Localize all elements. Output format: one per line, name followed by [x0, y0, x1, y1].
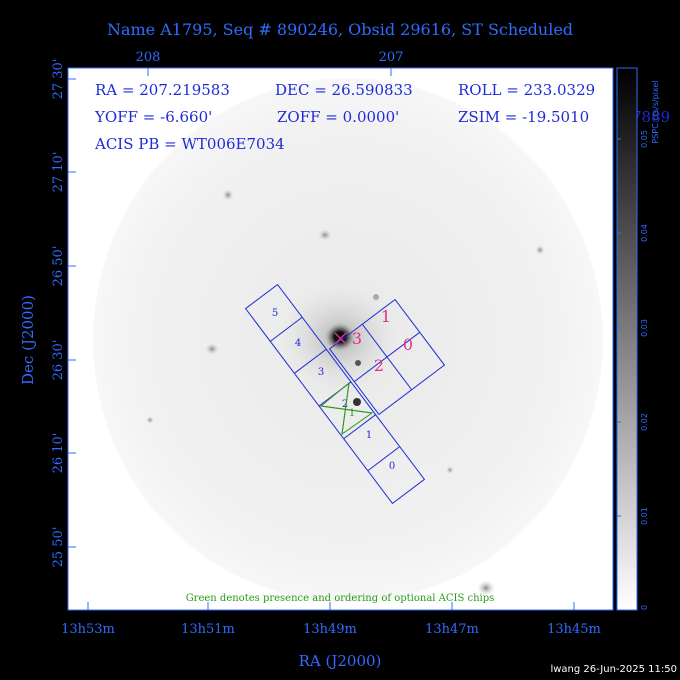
info-dec: DEC = 26.590833 [275, 81, 413, 99]
colorbar-ticks [617, 138, 621, 611]
acis-i-array [328, 298, 446, 416]
colorbar-tick-label: 0.03 [640, 319, 649, 337]
optional-chip-label: 1 [349, 408, 355, 419]
colorbar-tick-label: 0.02 [640, 413, 649, 431]
chip-label-i2: 2 [374, 356, 384, 375]
x-axis-label: RA (J2000) [299, 652, 382, 670]
plot-frame [67, 67, 614, 611]
chip-label-s2: 2 [342, 399, 348, 410]
optional-chip-marker [319, 381, 374, 436]
x-tick-label: 13h49m [303, 622, 357, 637]
top-tick-label: 208 [136, 50, 161, 65]
colorbar-tick-label: 0.01 [640, 507, 649, 525]
colorbar [617, 68, 637, 610]
point-source [318, 229, 332, 241]
point-source [205, 343, 219, 355]
info-zsim: ZSIM = -19.5010 [458, 108, 589, 126]
y-tick-label: 26 30' [51, 340, 66, 381]
x-tick-label: 13h47m [425, 622, 479, 637]
y-axis-label: Dec (J2000) [19, 295, 37, 385]
colorbar-tick-label: 0.04 [640, 224, 649, 242]
info-zsim-overflow: 7889 [632, 108, 670, 126]
point-source [477, 580, 495, 596]
chip-label-s0: 0 [389, 461, 395, 472]
info-ra: RA = 207.219583 [95, 81, 230, 99]
y-tick-label: 25 50' [51, 527, 66, 568]
chip-label-i3: 3 [352, 329, 362, 348]
info-acis-pb: ACIS PB = WT006E7034 [94, 135, 285, 153]
colorbar-frame [616, 67, 638, 611]
point-source [446, 466, 454, 474]
aimpoint-marker [334, 332, 347, 345]
chip-label-s3: 3 [318, 367, 324, 378]
x-tick-label: 13h53m [61, 622, 115, 637]
colorbar-tick-label: 0.05 [640, 130, 649, 148]
x-tick-label: 13h51m [181, 622, 235, 637]
optional-chip-note: Green denotes presence and ordering of o… [186, 593, 495, 604]
plot-title: Name A1795, Seq # 890246, Obsid 29616, S… [107, 20, 573, 39]
top-tick-label: 207 [379, 50, 404, 65]
point-source [222, 189, 234, 201]
point-source [535, 245, 545, 255]
footer-stamp: lwang 26-Jun-2025 11:50 [550, 664, 677, 675]
chip-label-s1: 1 [366, 430, 372, 441]
y-tick-label: 27 10' [51, 152, 66, 193]
point-source [355, 360, 361, 366]
info-zoff: ZOFF = 0.0000' [277, 108, 399, 126]
chip-label-i0: 1 [381, 307, 391, 326]
chip-label-i1: 0 [403, 335, 413, 354]
info-yoff: YOFF = -6.660' [94, 108, 212, 126]
point-source [373, 294, 379, 300]
chip-label-s4: 4 [295, 338, 301, 349]
info-roll: ROLL = 233.0329 [458, 81, 595, 99]
point-source [146, 416, 154, 424]
colorbar-tick-label: 0 [640, 605, 649, 610]
y-tick-label: 26 10' [51, 433, 66, 474]
point-source [353, 398, 361, 406]
chip-label-s5: 5 [272, 308, 278, 319]
y-tick-label: 26 50' [51, 246, 66, 287]
tick-marks [68, 68, 575, 610]
x-tick-label: 13h45m [547, 622, 601, 637]
colorbar-label: PSPC cts/s/pixel [651, 80, 660, 143]
y-tick-label: 27 30' [51, 59, 66, 100]
